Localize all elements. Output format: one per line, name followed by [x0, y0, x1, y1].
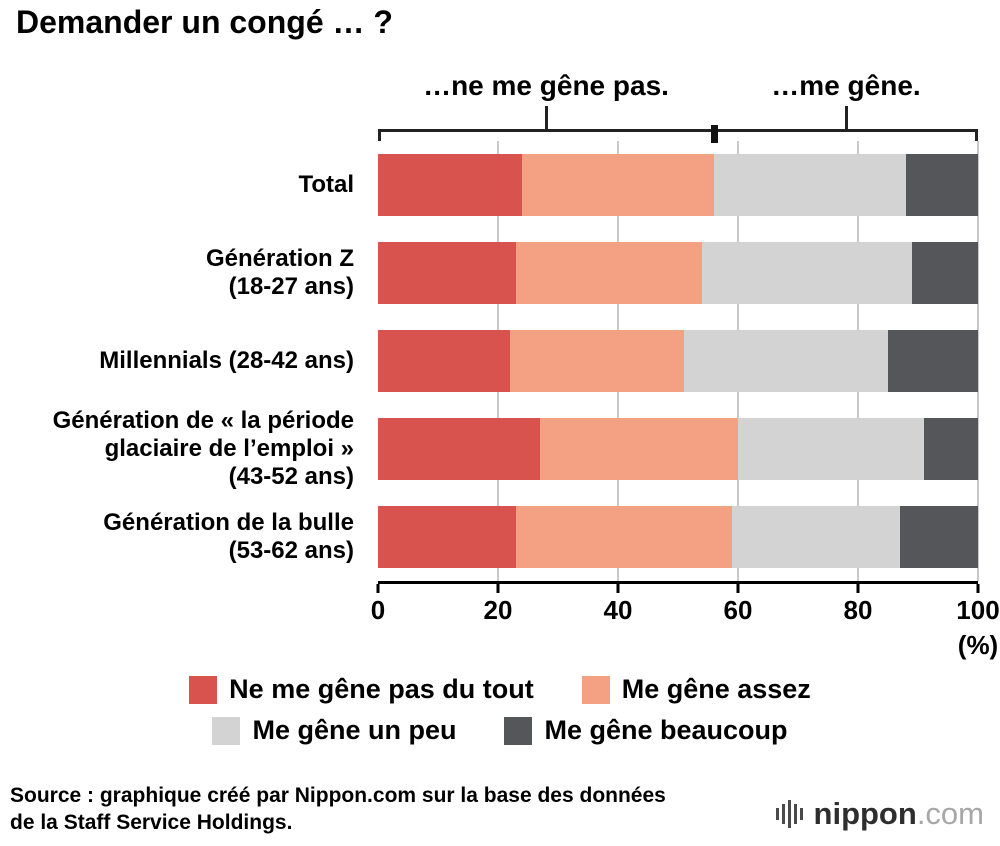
- plot-area: [378, 141, 979, 584]
- bar-segment: [378, 154, 522, 216]
- bar-segment: [906, 154, 978, 216]
- x-tick-mark: [376, 584, 380, 593]
- legend-item: Me gêne beaucoup: [504, 715, 788, 746]
- bar-segment: [888, 330, 978, 392]
- category-label: Millennials (28-42 ans): [0, 317, 366, 405]
- x-tick-label: 40: [603, 595, 633, 625]
- category-label-text: Génération Z (18-27 ans): [205, 244, 354, 300]
- bar-segment: [702, 242, 912, 304]
- category-label-text: Millennials (28-42 ans): [99, 346, 354, 374]
- bar-segment: [378, 242, 516, 304]
- bar-row: [378, 493, 978, 581]
- logo-text-domain: .com: [916, 796, 984, 831]
- bar-segment: [924, 418, 978, 480]
- bar-row: [378, 229, 978, 317]
- stacked-bar: [378, 330, 978, 392]
- legend-item: Me gêne assez: [581, 674, 811, 705]
- x-tick-label: 80: [843, 595, 873, 625]
- bar-segment: [522, 154, 714, 216]
- bracket-stem-left: [545, 106, 548, 130]
- x-tick-mark: [496, 584, 500, 593]
- bar-segment: [714, 154, 906, 216]
- category-label-text: Total: [298, 170, 354, 198]
- bar-segment: [900, 506, 978, 568]
- legend-swatch: [581, 675, 610, 704]
- bar-rows: [378, 141, 978, 581]
- legend-row: Me gêne un peu Me gêne beaucoup: [212, 715, 788, 746]
- x-tick-mark: [976, 584, 980, 593]
- bracket-left-shape: [378, 129, 714, 141]
- nippon-logo: nippon.com: [775, 796, 984, 832]
- category-label-text: Génération de la bulle (53-62 ans): [103, 508, 354, 564]
- bracket-label-right: …me gêne.: [771, 70, 921, 101]
- stacked-bar: [378, 154, 978, 216]
- legend-label: Me gêne beaucoup: [544, 715, 788, 745]
- bar-segment: [732, 506, 900, 568]
- bar-segment: [516, 506, 732, 568]
- bar-segment: [738, 418, 924, 480]
- legend-swatch: [212, 716, 241, 745]
- nippon-bars-icon: [775, 800, 803, 828]
- bar-row: [378, 317, 978, 405]
- legend-swatch: [504, 716, 533, 745]
- bracket-label-left: …ne me gêne pas.: [423, 70, 669, 101]
- x-tick-mark: [736, 584, 740, 593]
- bracket-divider: [711, 125, 718, 143]
- x-axis: (%) 0 20 40 60 80 100: [371, 584, 1000, 664]
- logo-text-nippon: nippon: [813, 796, 917, 831]
- legend-label: Me gêne un peu: [252, 715, 457, 745]
- category-label: Génération de la bulle (53-62 ans): [0, 493, 366, 581]
- bar-row: [378, 141, 978, 229]
- gridline: [977, 141, 979, 581]
- category-label-text: Génération de « la période glaciaire de l…: [52, 406, 354, 491]
- legend-item: Me gêne un peu: [212, 715, 456, 746]
- source-note: Source : graphique créé par Nippon.com s…: [10, 782, 666, 837]
- bar-segment: [540, 418, 738, 480]
- legend-row: Ne me gêne pas du tout Me gêne assez: [189, 674, 811, 705]
- source-line-1: Source : graphique créé par Nippon.com s…: [10, 784, 666, 807]
- bracket-right-shape: [714, 129, 978, 141]
- x-axis-unit: (%): [957, 630, 999, 660]
- stacked-bar: [378, 418, 978, 480]
- bar-segment: [378, 506, 516, 568]
- x-tick-label: 20: [483, 595, 513, 625]
- x-tick-label: 0: [370, 595, 386, 625]
- category-label: Génération Z (18-27 ans): [0, 229, 366, 317]
- legend-label: Me gêne assez: [621, 674, 811, 704]
- bar-segment: [510, 330, 684, 392]
- page-title: Demander un congé … ?: [16, 4, 393, 40]
- stacked-bar: [378, 242, 978, 304]
- x-tick-mark: [616, 584, 620, 593]
- bar-row: [378, 405, 978, 493]
- legend-swatch: [189, 675, 218, 704]
- bar-segment: [378, 418, 540, 480]
- legend-item: Ne me gêne pas du tout: [189, 674, 534, 705]
- stacked-bar: [378, 506, 978, 568]
- legend: Ne me gêne pas du tout Me gêne assez Me gê…: [0, 674, 1000, 746]
- bracket-stem-right: [845, 106, 848, 130]
- legend-label: Ne me gêne pas du tout: [229, 674, 534, 704]
- bar-segment: [378, 330, 510, 392]
- category-label: Total: [0, 141, 366, 229]
- bar-segment: [684, 330, 888, 392]
- bar-segment: [912, 242, 978, 304]
- source-line-2: de la Staff Service Holdings.: [10, 811, 293, 835]
- x-tick-mark: [856, 584, 860, 593]
- bar-segment: [516, 242, 702, 304]
- logo-text: nippon.com: [814, 796, 984, 832]
- x-tick-label: 60: [723, 595, 753, 625]
- category-labels: Total Génération Z (18-27 ans) Millennials …: [0, 141, 366, 581]
- x-tick-label: 100: [956, 595, 1000, 625]
- category-label: Génération de « la période glaciaire de l…: [0, 405, 366, 493]
